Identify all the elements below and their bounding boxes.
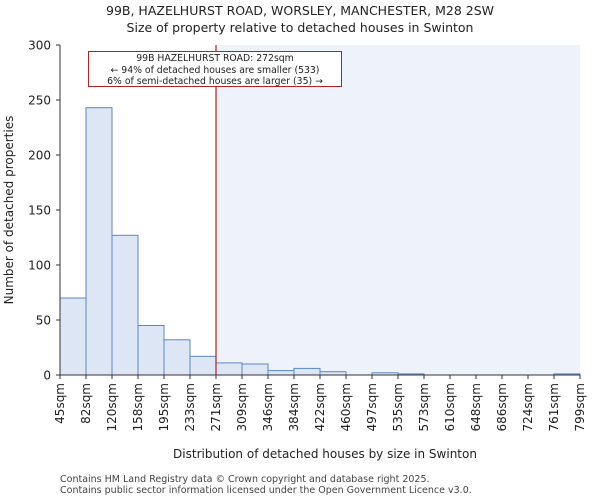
x-tick-label: 761sqm xyxy=(547,383,561,431)
y-tick-label: 50 xyxy=(36,314,51,328)
annotation-line-3: 6% of semi-detached houses are larger (3… xyxy=(107,76,323,87)
bar-309sqm xyxy=(241,363,269,376)
annotation-line-2: ← 94% of detached houses are smaller (53… xyxy=(110,64,320,76)
x-tick-label: 799sqm xyxy=(573,383,587,431)
bar-45sqm xyxy=(59,297,87,376)
x-tick-label: 233sqm xyxy=(183,383,197,431)
bar-271sqm xyxy=(215,362,243,376)
bar-158sqm xyxy=(137,325,165,376)
larger-region-shade xyxy=(216,45,580,375)
y-tick-label: 100 xyxy=(28,259,51,273)
chart-title: 99B, HAZELHURST ROAD, WORSLEY, MANCHESTE… xyxy=(106,3,494,18)
x-tick-label: 195sqm xyxy=(157,383,171,431)
marker-annotation: 99B HAZELHURST ROAD: 272sqm ← 94% of det… xyxy=(88,51,342,87)
x-tick-label: 535sqm xyxy=(391,383,405,431)
bar-233sqm xyxy=(189,355,217,376)
x-tick-label: 648sqm xyxy=(469,383,483,431)
chart-subtitle: Size of property relative to detached ho… xyxy=(126,20,474,35)
x-tick-label: 271sqm xyxy=(209,383,223,431)
bar-195sqm xyxy=(163,339,191,376)
y-tick-label: 250 xyxy=(28,94,51,108)
annotation-line-1: 99B HAZELHURST ROAD: 272sqm xyxy=(136,53,294,64)
y-tick-label: 300 xyxy=(28,39,51,53)
x-tick-label: 610sqm xyxy=(443,383,457,431)
x-tick-label: 346sqm xyxy=(261,383,275,431)
x-tick-label: 82sqm xyxy=(79,383,93,424)
x-tick-label: 309sqm xyxy=(235,383,249,431)
x-tick-label: 384sqm xyxy=(287,383,301,431)
x-tick-label: 497sqm xyxy=(365,383,379,431)
x-tick-label: 686sqm xyxy=(495,383,509,431)
footer-licence: Contains public sector information licen… xyxy=(60,485,472,496)
x-tick-label: 120sqm xyxy=(105,383,119,431)
bar-384sqm xyxy=(293,367,321,376)
x-axis-label: Distribution of detached houses by size … xyxy=(173,447,477,461)
x-tick-label: 158sqm xyxy=(131,383,145,431)
y-axis-label: Number of detached properties xyxy=(2,116,16,305)
x-tick-label: 45sqm xyxy=(53,383,67,424)
bar-82sqm xyxy=(85,107,113,376)
x-tick-label: 460sqm xyxy=(339,383,353,431)
y-tick-label: 200 xyxy=(28,149,51,163)
footer-copyright: Contains HM Land Registry data © Crown c… xyxy=(60,474,430,485)
bar-346sqm xyxy=(267,370,295,376)
y-tick-label: 0 xyxy=(43,369,51,383)
y-tick-label: 150 xyxy=(28,204,51,218)
x-tick-label: 724sqm xyxy=(521,383,535,431)
bar-120sqm xyxy=(111,234,139,376)
x-tick-label: 422sqm xyxy=(313,383,327,431)
x-tick-label: 573sqm xyxy=(417,383,431,431)
